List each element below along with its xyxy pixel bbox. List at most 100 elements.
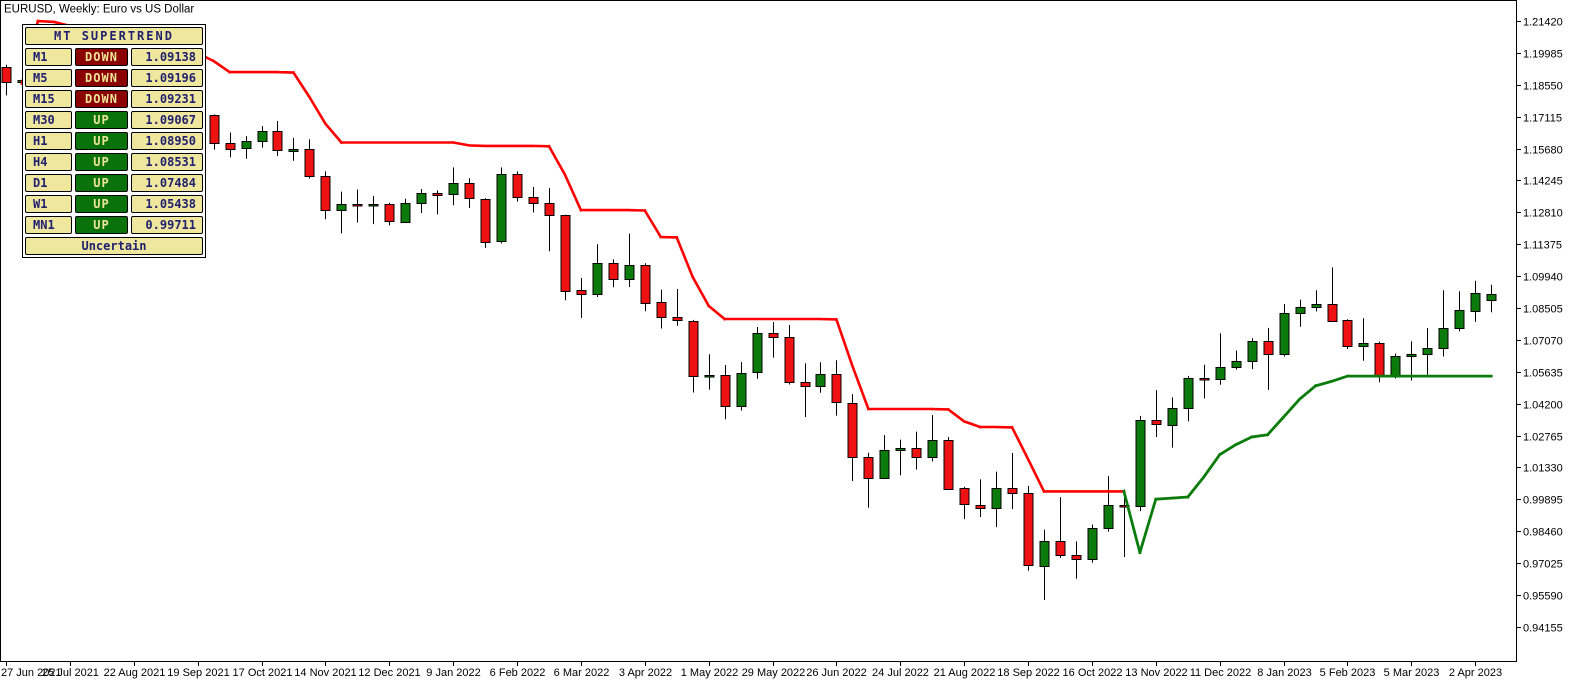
candle-body-bear — [512, 174, 523, 198]
candle — [1231, 350, 1242, 370]
candle — [1199, 364, 1210, 399]
candle — [1247, 338, 1258, 370]
candle-body-bear — [576, 290, 587, 295]
candle — [1215, 333, 1226, 385]
x-axis-label: 11 Dec 2022 — [1190, 667, 1252, 679]
candle — [688, 319, 699, 393]
x-axis-label: 24 Jul 2022 — [872, 667, 929, 679]
supertrend-line-up — [1122, 374, 1493, 555]
trend-status-badge: UP — [75, 153, 128, 171]
candle — [911, 431, 922, 470]
candle — [1103, 476, 1114, 532]
trend-value: 1.09067 — [131, 111, 203, 129]
candle-body-bear — [608, 263, 619, 280]
candle — [1279, 304, 1290, 357]
panel-row-mn1: MN1 UP 0.99711 — [25, 216, 203, 234]
candle-body-bull — [448, 183, 459, 195]
candle-body-bear — [225, 143, 236, 150]
x-axis-label: 5 Feb 2023 — [1320, 667, 1376, 679]
x-axis-label: 27 Jun 2021 — [1, 667, 62, 679]
candle — [272, 120, 283, 156]
candle — [1183, 375, 1194, 422]
candle — [1023, 485, 1034, 571]
candle-body-bear — [640, 265, 651, 304]
candle — [1135, 415, 1146, 512]
y-axis-label: 0.97025 — [1523, 559, 1563, 571]
candle — [1039, 529, 1050, 601]
candle-body-bear — [1327, 304, 1338, 322]
candle-body-bull — [416, 193, 427, 204]
candle — [736, 362, 747, 411]
candle — [528, 186, 539, 213]
candle-body-bear — [528, 197, 539, 204]
panel-row-m1: M1 DOWN 1.09138 — [25, 48, 203, 66]
x-axis-label: 25 Jul 2021 — [42, 667, 99, 679]
candle — [1470, 280, 1481, 322]
candle-body-bull — [496, 174, 507, 242]
candle-body-bear — [688, 321, 699, 377]
candle-body-bull — [1311, 304, 1322, 308]
candle-body-bear — [1, 67, 12, 83]
candle — [400, 198, 411, 223]
candle-body-bear — [656, 302, 667, 318]
candle — [544, 188, 555, 252]
x-axis-label: 2 Apr 2023 — [1449, 667, 1502, 679]
candle-body-bear — [432, 193, 443, 196]
y-axis-label: 1.09940 — [1523, 272, 1563, 284]
candle — [288, 137, 299, 161]
candle-body-bear — [320, 176, 331, 211]
x-axis-label: 6 Feb 2022 — [490, 667, 546, 679]
candle-body-bear — [464, 183, 475, 199]
price-axis[interactable]: 1.21420 1.19985 1.18550 1.17115 1.15680 1.142… — [1516, 17, 1563, 635]
panel-row-h4: H4 UP 1.08531 — [25, 153, 203, 171]
y-axis-label: 0.94155 — [1523, 623, 1563, 635]
candle-body-bear — [800, 382, 811, 387]
timeframe-label: M5 — [25, 69, 72, 87]
candle — [959, 486, 970, 520]
y-axis-label: 1.14245 — [1523, 176, 1563, 188]
trend-value: 1.09231 — [131, 90, 203, 108]
candle — [225, 132, 236, 158]
candle-body-bull — [257, 131, 268, 142]
candle-body-bull — [1231, 361, 1242, 368]
trend-value: 1.08531 — [131, 153, 203, 171]
candle-body-bull — [927, 440, 938, 458]
candle-body-bear — [209, 115, 220, 144]
candle-body-bull — [1087, 528, 1098, 560]
x-axis-label: 26 Jun 2022 — [806, 667, 867, 679]
candle — [241, 136, 252, 159]
trend-status-badge: UP — [75, 174, 128, 192]
candle-body-bear — [768, 333, 779, 338]
panel-footer-status: Uncertain — [25, 237, 203, 255]
candle — [304, 139, 315, 179]
candle-body-bear — [560, 215, 571, 292]
candle — [320, 171, 331, 220]
trend-status-badge: DOWN — [75, 90, 128, 108]
candle-body-bull — [1295, 307, 1306, 314]
candle-body-bull — [1215, 367, 1226, 380]
candle — [672, 288, 683, 326]
candle — [1007, 452, 1018, 510]
candle-body-bull — [1438, 328, 1449, 349]
timeframe-label: W1 — [25, 195, 72, 213]
candle-body-bear — [352, 204, 363, 207]
x-axis-label: 19 Sep 2021 — [167, 667, 229, 679]
candle-body-bear — [831, 374, 842, 403]
supertrend-panel[interactable]: MT SUPERTREND M1 DOWN 1.09138 M5 DOWN 1.09196… — [22, 24, 206, 258]
panel-row-m5: M5 DOWN 1.09196 — [25, 69, 203, 87]
y-axis-label: 1.01330 — [1523, 463, 1563, 475]
y-axis-label: 1.04200 — [1523, 400, 1563, 412]
candle-body-bear — [847, 403, 858, 458]
candle — [943, 437, 954, 490]
panel-rows: M1 DOWN 1.09138 M5 DOWN 1.09196 M15 DOWN 1.09231… — [25, 48, 203, 234]
x-axis-label: 13 Nov 2022 — [1125, 667, 1187, 679]
timeframe-label: D1 — [25, 174, 72, 192]
trend-status-badge: UP — [75, 216, 128, 234]
candle-body-bear — [384, 204, 395, 222]
candle — [576, 277, 587, 318]
x-axis-label: 22 Aug 2021 — [104, 667, 166, 679]
candle-body-bull — [1247, 341, 1258, 362]
candle-body-bear — [1023, 493, 1034, 566]
